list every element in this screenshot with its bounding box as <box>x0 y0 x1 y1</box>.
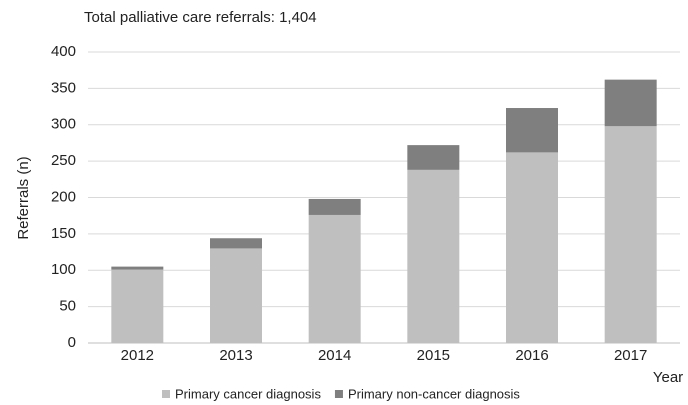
bar-segment <box>407 145 460 170</box>
y-axis-label: Referrals (n) <box>15 156 32 239</box>
bar-segment <box>506 152 558 343</box>
x-tick-label: 2012 <box>121 347 154 364</box>
bar-segment <box>111 266 164 270</box>
bar-segment <box>111 269 164 343</box>
bar-segment <box>407 169 460 343</box>
legend-marker <box>334 390 343 398</box>
y-tick-label: 150 <box>51 225 76 242</box>
bar-segment <box>506 108 558 153</box>
x-axis-label: Year <box>653 369 683 386</box>
bar-segment <box>604 126 657 343</box>
bar-segment <box>210 248 262 343</box>
chart-title: Total palliative care referrals: 1,404 <box>84 9 317 26</box>
legend-marker <box>162 390 170 398</box>
x-tick-label: 2013 <box>219 347 252 364</box>
y-tick-label: 0 <box>68 334 76 351</box>
bar-segment <box>604 79 657 127</box>
legend-label: Primary cancer diagnosis <box>175 386 321 401</box>
x-tick-label: 2014 <box>318 347 351 364</box>
x-tick-label: 2016 <box>515 347 548 364</box>
x-tick-label: 2017 <box>614 347 647 364</box>
y-tick-label: 250 <box>51 152 76 169</box>
bar-segment <box>308 198 361 215</box>
y-tick-label: 50 <box>59 298 76 315</box>
y-tick-label: 400 <box>51 43 76 60</box>
x-tick-label: 2015 <box>417 347 450 364</box>
legend-label: Primary non-cancer diagnosis <box>348 386 520 401</box>
y-tick-label: 300 <box>51 116 76 133</box>
y-tick-label: 350 <box>51 79 76 96</box>
y-tick-label: 200 <box>51 188 76 205</box>
bar-segment <box>210 238 262 249</box>
bar-segment <box>308 214 361 343</box>
y-tick-label: 100 <box>51 261 76 278</box>
